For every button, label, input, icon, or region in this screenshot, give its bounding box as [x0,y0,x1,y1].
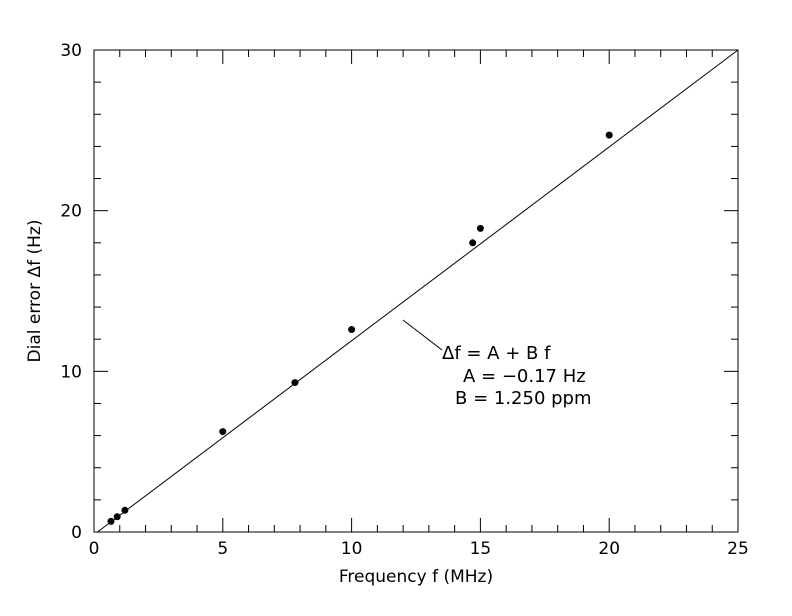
fit-line [97,49,739,533]
annotation-line-2: A = −0.17 Hz [463,366,586,387]
y-tick-label: 20 [60,202,82,222]
data-point [113,513,121,521]
y-tick-label: 10 [60,362,82,382]
y-axis-label: Dial error Δf (Hz) [25,220,45,363]
x-tick-label: 25 [727,539,749,559]
y-tick-label: 30 [60,41,82,61]
x-axis-label: Frequency f (MHz) [339,567,493,587]
annotation-leader-line [402,319,443,351]
data-point [219,428,227,436]
x-tick-label: 10 [341,539,363,559]
data-point [291,379,299,387]
x-tick-label: 5 [217,539,228,559]
axis-ticks [93,49,739,533]
plot-frame [93,49,739,533]
x-tick-label: 0 [89,539,100,559]
data-point [605,131,613,139]
annotation-line-3: B = 1.250 ppm [455,388,592,409]
data-point [476,224,484,232]
x-tick-label: 20 [598,539,620,559]
data-point [469,239,477,247]
y-tick-label: 0 [71,523,82,543]
annotation-line-1: Δf = A + B f [442,343,551,364]
x-tick-label: 15 [470,539,492,559]
data-point [348,326,356,334]
data-point [107,517,115,525]
data-point [121,506,129,514]
fit-line-group [97,49,739,533]
tick-labels: 0 5 10 15 20 25 0 10 20 30 [60,41,748,559]
data-points [107,131,613,525]
